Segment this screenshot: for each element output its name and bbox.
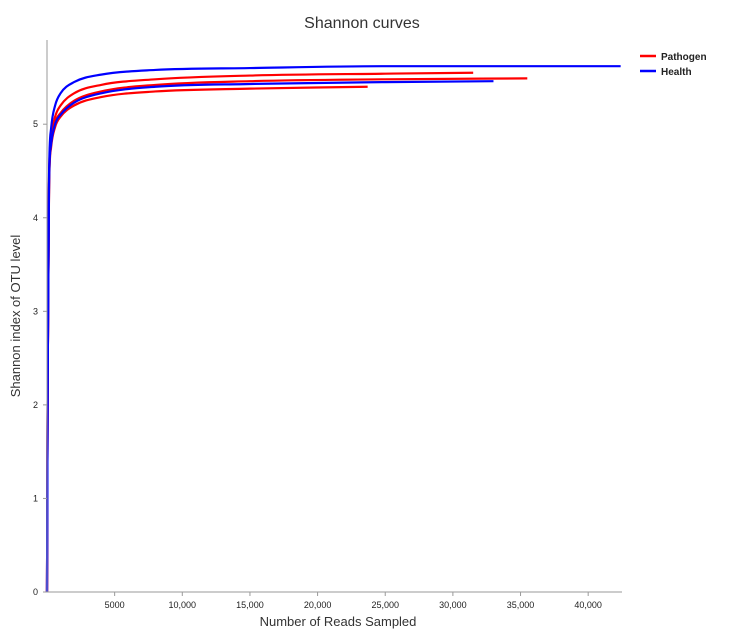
x-tick-label: 20,000: [304, 600, 332, 610]
x-tick-label: 40,000: [574, 600, 602, 610]
series-line-health: [45, 65, 621, 593]
series-line-pathogen: [45, 71, 474, 593]
y-tick-label: 2: [33, 400, 38, 410]
legend-label-health: Health: [661, 67, 692, 78]
y-tick-label: 1: [33, 493, 38, 503]
chart-title: Shannon curves: [304, 15, 420, 32]
x-axis-label: Number of Reads Sampled: [260, 614, 417, 629]
x-tick-label: 35,000: [507, 600, 535, 610]
y-axis-label: Shannon index of OTU level: [8, 235, 23, 398]
series-line-health: [45, 80, 494, 593]
series-line-pathogen: [45, 77, 528, 593]
x-tick-label: 25,000: [371, 600, 399, 610]
x-tick-label: 5000: [105, 600, 125, 610]
legend: Pathogen Health: [640, 52, 707, 78]
y-ticks: 0 1 2 3 4 5: [33, 119, 47, 597]
y-tick-label: 3: [33, 306, 38, 316]
x-tick-label: 30,000: [439, 600, 467, 610]
x-tick-label: 10,000: [169, 600, 197, 610]
y-tick-label: 4: [33, 213, 38, 223]
series-line-pathogen: [45, 85, 368, 593]
plot-lines: [45, 65, 621, 593]
legend-label-pathogen: Pathogen: [661, 52, 707, 63]
x-ticks: 5000 10,000 15,000 20,000 25,000 30,000 35,000…: [105, 592, 602, 610]
y-tick-label: 0: [33, 587, 38, 597]
x-tick-label: 15,000: [236, 600, 264, 610]
y-tick-label: 5: [33, 119, 38, 129]
